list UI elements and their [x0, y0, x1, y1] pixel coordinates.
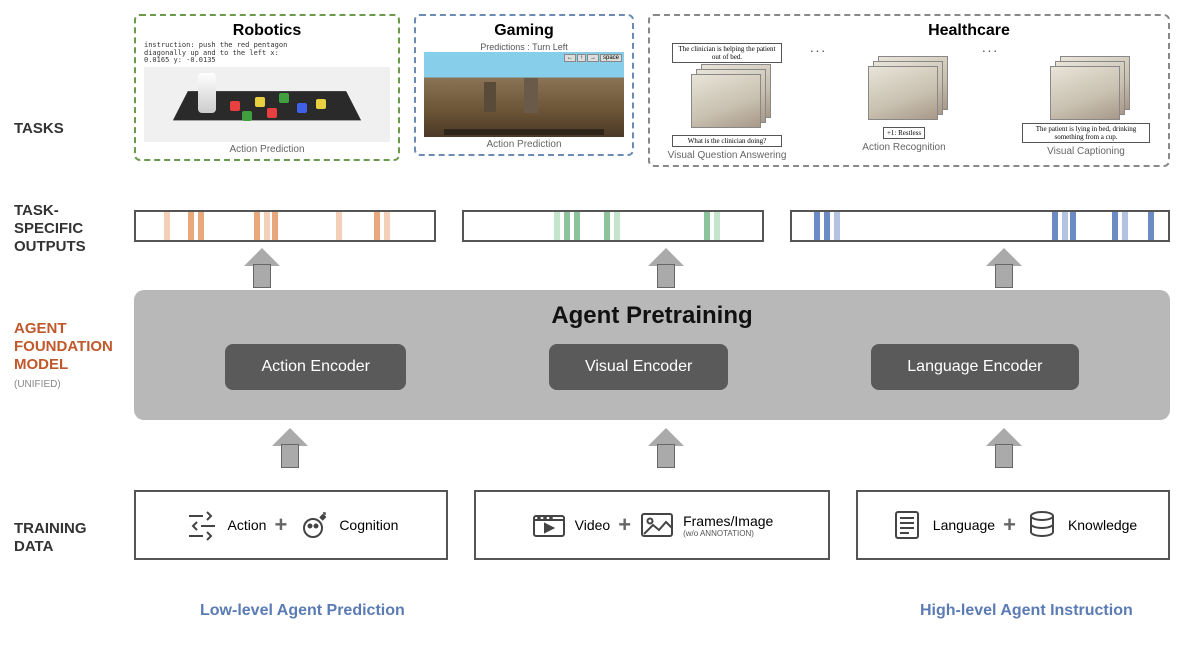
output-tick: [188, 212, 194, 240]
language-label: Language: [933, 517, 995, 533]
training-l2: DATA: [14, 538, 53, 555]
dots-icon: ···: [810, 42, 827, 58]
frames-icon: [639, 507, 675, 543]
agent-foundation-model: Agent Pretraining Action Encoder Visual …: [134, 290, 1170, 420]
robotics-caption: Action Prediction: [144, 144, 390, 155]
output-tick: [1070, 212, 1076, 240]
outputs-label: TASK- SPECIFIC OUTPUTS: [14, 202, 86, 256]
output-tick: [604, 212, 610, 240]
outputs-l2: SPECIFIC: [14, 220, 83, 237]
agent-l2: FOUNDATION: [14, 338, 113, 355]
output-tick: [384, 212, 390, 240]
output-tick: [272, 212, 278, 240]
output-tick: [574, 212, 580, 240]
output-bar-3: [790, 210, 1170, 242]
output-tick: [824, 212, 830, 240]
task-robotics: Robotics instruction: push the red penta…: [134, 14, 400, 161]
low-level-label: Low-level Agent Prediction: [200, 602, 405, 620]
action-encoder: Action Encoder: [225, 344, 406, 390]
task-healthcare: Healthcare The clinician is helping the …: [648, 14, 1170, 167]
agent-l3: MODEL: [14, 356, 68, 373]
vqa-caption: Visual Question Answering: [662, 150, 792, 161]
gaming-scene: ←↑→space: [424, 52, 624, 137]
healthcare-vis-cap: The patient is lying in bed, drinking so…: [1016, 42, 1156, 157]
vqa-answer: The clinician is helping the patient out…: [672, 43, 782, 63]
output-tick: [714, 212, 720, 240]
training-l1: TRAINING: [14, 520, 87, 537]
action-rec-caption: Action Recognition: [844, 142, 964, 153]
output-tick: [254, 212, 260, 240]
output-tick: [814, 212, 820, 240]
output-tick: [554, 212, 560, 240]
plus-icon: +: [1003, 512, 1016, 538]
output-tick: [374, 212, 380, 240]
gaming-subtitle: Predictions : Turn Left: [424, 42, 624, 52]
output-tick: [704, 212, 710, 240]
plus-icon: +: [274, 512, 287, 538]
task-gaming: Gaming Predictions : Turn Left ←↑→space …: [414, 14, 634, 156]
agent-l1: AGENT: [14, 320, 67, 337]
language-icon: [889, 507, 925, 543]
vis-cap-label: The patient is lying in bed, drinking so…: [1022, 123, 1150, 143]
outputs-l3: OUTPUTS: [14, 238, 86, 255]
plus-icon: +: [618, 512, 631, 538]
healthcare-vqa: The clinician is helping the patient out…: [662, 42, 792, 161]
output-tick: [614, 212, 620, 240]
visual-encoder: Visual Encoder: [549, 344, 728, 390]
vis-cap-caption: Visual Captioning: [1016, 146, 1156, 157]
output-tick: [1148, 212, 1154, 240]
dots-icon: ···: [982, 42, 999, 58]
training-box-2: Video + Frames/Image (w/o ANNOTATION): [474, 490, 830, 560]
output-tick: [264, 212, 270, 240]
agent-label: AGENT FOUNDATION MODEL (UNIFIED): [14, 320, 113, 392]
output-tick: [1112, 212, 1118, 240]
agent-sub: (UNIFIED): [14, 379, 61, 390]
training-label: TRAINING DATA: [14, 520, 87, 556]
high-level-label: High-level Agent Instruction: [920, 602, 1133, 620]
output-tick: [1062, 212, 1068, 240]
agent-title: Agent Pretraining: [154, 302, 1150, 330]
healthcare-title: Healthcare: [778, 22, 1160, 40]
action-icon: [184, 507, 220, 543]
video-label: Video: [575, 517, 611, 533]
knowledge-label: Knowledge: [1068, 517, 1137, 533]
output-bar-2: [462, 210, 764, 242]
healthcare-action-rec: +1: Restless Action Recognition: [844, 42, 964, 153]
output-tick: [336, 212, 342, 240]
video-icon: [531, 507, 567, 543]
vqa-question: What is the clinician doing?: [672, 135, 782, 147]
tasks-label: TASKS: [14, 120, 64, 138]
output-tick: [164, 212, 170, 240]
gaming-title: Gaming: [424, 22, 624, 40]
output-tick: [1122, 212, 1128, 240]
action-rec-label: +1: Restless: [883, 127, 925, 139]
robotics-scene: [144, 67, 390, 142]
robotics-instruction: instruction: push the red pentagon diago…: [144, 42, 390, 65]
training-box-1: Action + Cognition: [134, 490, 448, 560]
gaming-caption: Action Prediction: [424, 139, 624, 150]
output-bar-1: [134, 210, 436, 242]
output-tick: [564, 212, 570, 240]
robotics-title: Robotics: [144, 22, 390, 40]
knowledge-icon: [1024, 507, 1060, 543]
frames-label: Frames/Image (w/o ANNOTATION): [683, 513, 773, 538]
training-box-3: Language + Knowledge: [856, 490, 1170, 560]
output-tick: [198, 212, 204, 240]
cognition-icon: [295, 507, 331, 543]
cognition-label: Cognition: [339, 517, 398, 533]
action-label: Action: [228, 517, 267, 533]
language-encoder: Language Encoder: [871, 344, 1078, 390]
outputs-l1: TASK-: [14, 202, 59, 219]
output-tick: [834, 212, 840, 240]
output-tick: [1052, 212, 1058, 240]
